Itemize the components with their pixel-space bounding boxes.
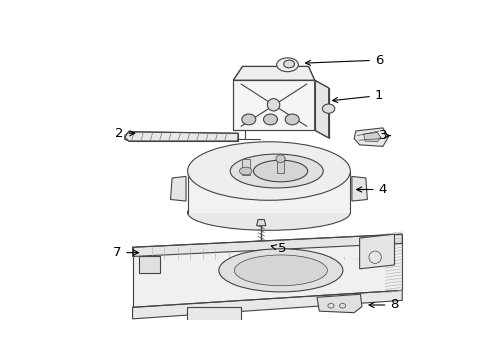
Polygon shape xyxy=(257,220,266,226)
Ellipse shape xyxy=(188,195,350,230)
Text: 5: 5 xyxy=(271,242,286,255)
Ellipse shape xyxy=(322,104,335,113)
Text: 3: 3 xyxy=(379,129,390,142)
Text: 1: 1 xyxy=(333,89,383,103)
Text: 2: 2 xyxy=(115,127,135,140)
Polygon shape xyxy=(139,256,160,274)
Ellipse shape xyxy=(268,99,280,111)
Polygon shape xyxy=(187,307,241,321)
Ellipse shape xyxy=(253,160,308,182)
Text: 6: 6 xyxy=(306,54,383,67)
Ellipse shape xyxy=(284,60,294,68)
Ellipse shape xyxy=(242,114,256,125)
Text: 7: 7 xyxy=(113,246,139,259)
Polygon shape xyxy=(133,291,402,319)
Polygon shape xyxy=(317,294,362,313)
Polygon shape xyxy=(133,234,402,307)
Polygon shape xyxy=(233,66,315,80)
Polygon shape xyxy=(188,171,350,213)
Polygon shape xyxy=(125,132,238,141)
Ellipse shape xyxy=(277,58,298,72)
Polygon shape xyxy=(315,80,329,138)
Polygon shape xyxy=(242,159,249,175)
Ellipse shape xyxy=(234,255,327,286)
Ellipse shape xyxy=(219,249,343,292)
Ellipse shape xyxy=(276,155,285,163)
Ellipse shape xyxy=(285,114,299,125)
Polygon shape xyxy=(233,80,315,130)
Polygon shape xyxy=(364,132,381,142)
Polygon shape xyxy=(133,234,402,256)
Polygon shape xyxy=(360,234,394,269)
Ellipse shape xyxy=(240,167,252,175)
Text: 8: 8 xyxy=(369,298,399,311)
Polygon shape xyxy=(171,176,186,201)
Text: 4: 4 xyxy=(357,183,387,196)
Polygon shape xyxy=(277,157,285,172)
Ellipse shape xyxy=(264,114,277,125)
Polygon shape xyxy=(354,128,388,147)
Polygon shape xyxy=(352,176,368,201)
Ellipse shape xyxy=(188,142,350,200)
Ellipse shape xyxy=(230,154,323,188)
